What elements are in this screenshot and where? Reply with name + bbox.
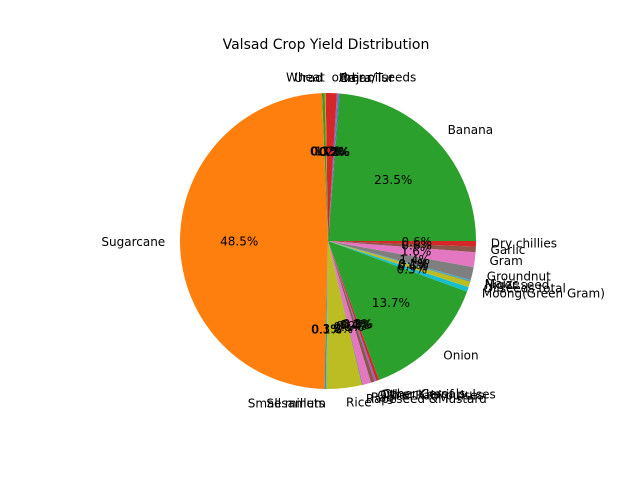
slice-label-moong-green-gram: Moong(Green Gram) [482,287,605,301]
slice-sugarcane [179,93,328,389]
slice-rapeseed-mustard [328,241,363,386]
pie-labels: Banana 23.5% Bajra 0.1% Arhar/Tur 0.2% other o… [101,71,605,411]
slice-label-other-oilseeds: other oilseeds [332,71,417,85]
slice-label-small-millets: Small millets [248,396,325,410]
slice-other-rabi-pulses [328,241,375,383]
slice-label-garlic: Garlic [491,243,526,257]
slice-label-other-cereals: Other Cereals [383,387,466,401]
slice-percent-other-oilseeds: 1.2% [315,145,346,159]
slice-banana [328,93,476,242]
slice-groundnut [328,241,474,280]
slice-label-banana: Banana [448,123,494,137]
slice-percent-rapeseed-mustard: 0.1% [333,320,364,334]
slice-onion [328,241,468,380]
slice-moong-green-gram [328,241,469,292]
slice-percent-niger-seed: 0.1% [398,258,429,272]
slice-percent-groundnut: 1.4% [399,253,430,267]
slice-label-ragi: Ragi [371,391,397,405]
slice-urad [321,93,328,241]
slice-dry-chillies [328,241,476,247]
slice-bajra [328,93,340,241]
slice-ragi [328,241,372,385]
slice-label-sugarcane: Sugarcane [101,235,165,249]
slice-percent-other-kharif-pulses: 0.2% [341,318,372,332]
slice-percent-onion: 13.7% [372,296,410,310]
slice-label-onion: Onion [443,348,478,362]
slice-gram [328,241,476,268]
slice-label-wheat: Wheat [286,71,325,85]
slice-percent-oilseeds-total: 0.6% [398,260,429,274]
slice-label-rapeseed-mustard: Rapeseed &Mustard [366,392,487,406]
slice-percent-sesamum: 0.1% [312,322,343,336]
slice-percent-rice: 3.8% [323,322,354,336]
slice-label-urad: Urad [294,71,323,85]
slice-label-gram: Gram [489,254,522,268]
slice-percent-other-rabi-pulses: 0.4% [340,318,371,332]
chart-title: Valsad Crop Yield Distribution [223,37,430,53]
slice-other-cereals [328,241,380,381]
slice-label-arhar-tur: Arhar/Tur [339,71,394,85]
slice-maize [328,241,471,281]
slice-percent-urad: 0.3% [310,145,341,159]
slice-percent-moong-green-gram: 0.5% [397,263,428,277]
slice-garlic [328,241,476,253]
slice-label-dry-chillies: Dry chillies [491,237,557,251]
slice-other-kharif-pulses [328,241,377,382]
slice-percent-ragi: 0.9% [336,319,367,333]
slice-percent-dry-chillies: 0.6% [402,235,433,249]
slice-oilseeds-total [328,241,471,288]
slice-label-other-rabi-pulses: Other Rabi pulses [377,389,484,403]
slice-label-maize: Maize [485,277,520,291]
slice-percent-other-cereals: 0.3% [343,317,374,331]
slice-niger-seed [328,241,471,282]
slice-percent-small-millets: 0.1% [311,322,342,336]
slice-label-rice: Rice [346,395,372,409]
slice-label-sesamum: Sesamum [266,396,326,410]
slice-sesamum [325,241,328,389]
slice-other-oilseeds [325,93,337,241]
slice-small-millets [324,241,328,389]
slice-arhar-tur [328,93,339,242]
slice-percent-arhar-tur: 0.2% [319,145,350,159]
slice-percent-maize: 0.1% [398,257,429,271]
slice-label-oilseeds-total: Oilseeds total [484,281,566,295]
slice-label-other-kharif-pulses: Other Kharif pulses [380,388,495,402]
slice-percent-gram: 1.6% [401,245,432,259]
slice-label-bajra: Bajra [340,71,371,85]
slice-label-niger-seed: Niger seed [485,278,550,292]
slice-label-groundnut: Groundnut [487,269,551,283]
slice-percent-wheat: 0.1% [311,145,342,159]
slice-percent-banana: 23.5% [374,173,412,187]
slice-wheat [324,93,328,241]
slice-percent-sugarcane: 48.5% [220,234,258,248]
slice-rice [326,241,362,389]
slice-percent-bajra: 0.1% [320,145,351,159]
pie-slices [179,93,476,389]
slice-percent-garlic: 0.6% [401,239,432,253]
